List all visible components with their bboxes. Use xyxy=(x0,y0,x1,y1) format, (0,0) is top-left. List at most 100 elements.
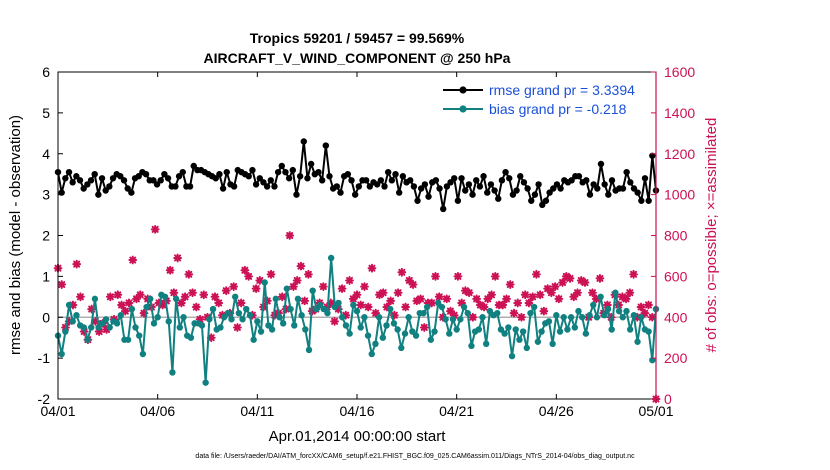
rmse-point xyxy=(381,183,388,190)
bias-point xyxy=(608,326,615,333)
obs-count-star xyxy=(502,294,511,304)
rmse-point xyxy=(601,181,608,188)
bias-point xyxy=(505,324,512,331)
obs-count-marker xyxy=(240,265,250,275)
rmse-point xyxy=(179,168,186,176)
bias-point xyxy=(65,301,73,309)
obs-count-star xyxy=(416,294,425,304)
y-left-tick-label: 6 xyxy=(42,64,50,80)
obs-count-star xyxy=(360,282,369,291)
obs-count-star xyxy=(232,323,242,332)
obs-count-marker xyxy=(128,255,138,265)
series-layer xyxy=(53,138,661,404)
rmse-point xyxy=(440,205,447,213)
data-file-footer: data file: /Users/raeder/DAI/ATM_forcXX/… xyxy=(195,453,635,460)
obs-count-star xyxy=(535,290,545,300)
bias-point xyxy=(582,330,590,337)
bias-point xyxy=(364,332,372,339)
obs-count-star xyxy=(356,300,366,310)
obs-count-star xyxy=(401,302,410,312)
obs-count-marker xyxy=(135,290,145,300)
obs-count-star xyxy=(333,304,343,314)
obs-count-marker xyxy=(457,298,467,308)
bias-point xyxy=(534,338,542,345)
rmse-point xyxy=(539,201,546,209)
obs-count-star xyxy=(255,276,265,285)
obs-count-marker xyxy=(475,300,485,310)
obs-count-star xyxy=(304,269,313,279)
rmse-point xyxy=(638,197,645,204)
bias-point xyxy=(176,324,184,331)
obs-count-marker xyxy=(412,296,422,306)
obs-count-star xyxy=(300,296,310,306)
rmse-point xyxy=(164,175,172,182)
obs-count-marker xyxy=(561,271,571,281)
rmse-point xyxy=(65,168,73,176)
bias-point xyxy=(335,299,342,307)
rmse-point xyxy=(447,179,454,186)
y-axis-label-left: rmse and bias (model - observation) xyxy=(7,115,24,355)
x-tick-label: 04/16 xyxy=(339,403,374,419)
rmse-point xyxy=(157,177,164,184)
rmse-point xyxy=(392,170,399,178)
rmse-point xyxy=(282,168,289,176)
obs-count-marker xyxy=(300,296,310,306)
obs-count-star xyxy=(158,300,168,310)
rmse-point xyxy=(480,173,487,180)
obs-count-star xyxy=(464,288,474,298)
rmse-point xyxy=(395,189,403,196)
obs-count-marker xyxy=(356,300,366,310)
rmse-point xyxy=(175,173,183,180)
obs-count-marker xyxy=(401,302,410,312)
obs-count-star xyxy=(184,269,194,279)
obs-count-marker xyxy=(124,298,134,308)
bias-point xyxy=(460,303,468,311)
x-tick-label: 04/11 xyxy=(240,403,274,419)
rmse-point xyxy=(388,177,396,184)
y-right-tick-label: 800 xyxy=(664,228,688,244)
obs-count-star xyxy=(546,288,556,298)
rmse-point xyxy=(362,177,370,184)
bias-point xyxy=(435,299,442,307)
obs-count-marker xyxy=(588,288,597,298)
bias-point xyxy=(527,309,534,317)
rmse-point xyxy=(399,173,407,180)
obs-count-star xyxy=(498,300,508,310)
legend-rmse-marker xyxy=(459,86,467,94)
bias-point xyxy=(106,324,113,331)
rmse-point xyxy=(550,185,557,192)
rmse-point xyxy=(418,185,425,192)
obs-count-star xyxy=(236,298,246,308)
obs-count-marker xyxy=(640,308,650,318)
obs-count-marker xyxy=(565,274,575,283)
obs-count-marker xyxy=(636,302,646,312)
bias-point xyxy=(431,328,438,335)
rmse-point xyxy=(531,191,539,198)
obs-count-star xyxy=(558,278,567,287)
rmse-point xyxy=(153,181,161,188)
obs-count-marker xyxy=(191,302,201,312)
bias-point xyxy=(412,332,420,339)
obs-count-marker xyxy=(352,290,362,300)
obs-count-marker xyxy=(72,259,82,269)
obs-count-marker xyxy=(120,306,130,316)
x-tick-label: 04/21 xyxy=(439,403,474,419)
obs-count-star xyxy=(561,271,571,281)
obs-count-star xyxy=(199,290,209,300)
obs-count-star xyxy=(632,312,642,322)
obs-count-marker xyxy=(180,292,190,302)
obs-count-marker xyxy=(90,316,100,326)
obs-count-marker xyxy=(453,271,463,281)
obs-count-star xyxy=(513,298,523,308)
rmse-point xyxy=(69,179,76,186)
bias-point xyxy=(368,350,375,358)
obs-count-marker xyxy=(419,323,429,332)
rmse-point xyxy=(366,183,374,190)
obs-count-marker xyxy=(173,253,183,263)
obs-count-star xyxy=(475,300,485,310)
bias-point xyxy=(619,314,626,321)
obs-count-marker xyxy=(289,282,298,291)
bias-point xyxy=(575,307,582,315)
obs-count-marker xyxy=(498,300,508,310)
y-left-tick-label: -1 xyxy=(38,350,51,366)
